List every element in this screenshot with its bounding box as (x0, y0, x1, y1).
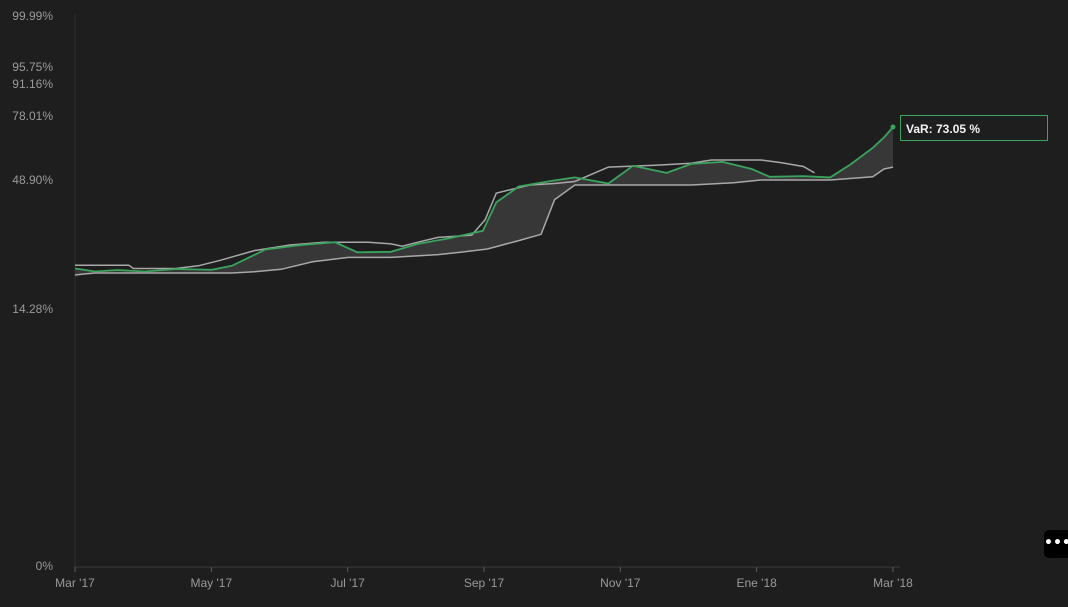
plot-area (74, 124, 896, 276)
y-tick-label: 0% (36, 559, 54, 573)
y-axis: 0% 14.28% 48.90% 78.01% 91.16% 95.75% 99.99% (12, 9, 76, 573)
x-tick-label: May '17 (191, 576, 233, 590)
more-options-button[interactable]: ••• (1044, 530, 1068, 558)
y-tick-label: 99.99% (12, 9, 53, 23)
y-tick-label: 95.75% (12, 60, 53, 74)
var-tooltip: VaR: 73.05 % (900, 115, 1048, 141)
var-marker-point (890, 124, 896, 130)
y-tick-label: 14.28% (12, 302, 53, 316)
var-line (74, 126, 894, 273)
x-tick-label: Ene '18 (737, 576, 778, 590)
x-tick-label: Mar '18 (873, 576, 913, 590)
lower-bound-line (74, 166, 894, 276)
x-tick-label: Jul '17 (331, 576, 366, 590)
x-axis: Mar '17 May '17 Jul '17 Sep '17 Nov '17 Ene '… (55, 566, 913, 590)
x-tick-label: Nov '17 (600, 576, 641, 590)
y-tick-label: 78.01% (12, 109, 53, 123)
x-tick-label: Sep '17 (464, 576, 505, 590)
y-tick-label: 48.90% (12, 173, 53, 187)
x-tick-label: Mar '17 (55, 576, 95, 590)
y-tick-label: 91.16% (12, 77, 53, 91)
var-band-fill (75, 127, 893, 275)
